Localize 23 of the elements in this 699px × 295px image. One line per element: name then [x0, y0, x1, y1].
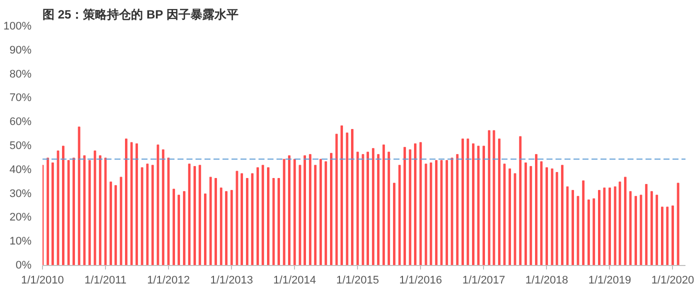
y-tick-label: 10%: [9, 236, 32, 248]
x-tick-label: 1/1/2019: [588, 274, 632, 286]
chart-title: 图 25：策略持仓的 BP 因子暴露水平: [42, 8, 238, 22]
x-tick-label: 1/1/2016: [399, 274, 442, 286]
x-tick-label: 1/1/2014: [273, 274, 316, 286]
x-tick-label: 1/1/2020: [651, 274, 694, 286]
y-tick-label: 20%: [9, 212, 32, 224]
x-tick-label: 1/1/2015: [336, 274, 380, 286]
y-tick-label: 30%: [9, 188, 32, 200]
x-tick-label: 1/1/2012: [147, 274, 190, 286]
y-tick-label: 80%: [9, 68, 32, 80]
y-tick-label: 50%: [9, 140, 32, 152]
y-tick-label: 70%: [9, 92, 32, 104]
x-tick-label: 1/1/2010: [21, 274, 64, 286]
y-tick-label: 40%: [9, 164, 32, 176]
x-tick-label: 1/1/2017: [462, 274, 506, 286]
y-tick-label: 100%: [3, 20, 32, 32]
x-tick-label: 1/1/2018: [525, 274, 568, 286]
y-tick-label: 60%: [9, 116, 32, 128]
x-tick-label: 1/1/2013: [210, 274, 254, 286]
y-tick-label: 0%: [16, 260, 32, 272]
x-tick-label: 1/1/2011: [84, 274, 127, 286]
y-tick-label: 90%: [9, 44, 32, 56]
